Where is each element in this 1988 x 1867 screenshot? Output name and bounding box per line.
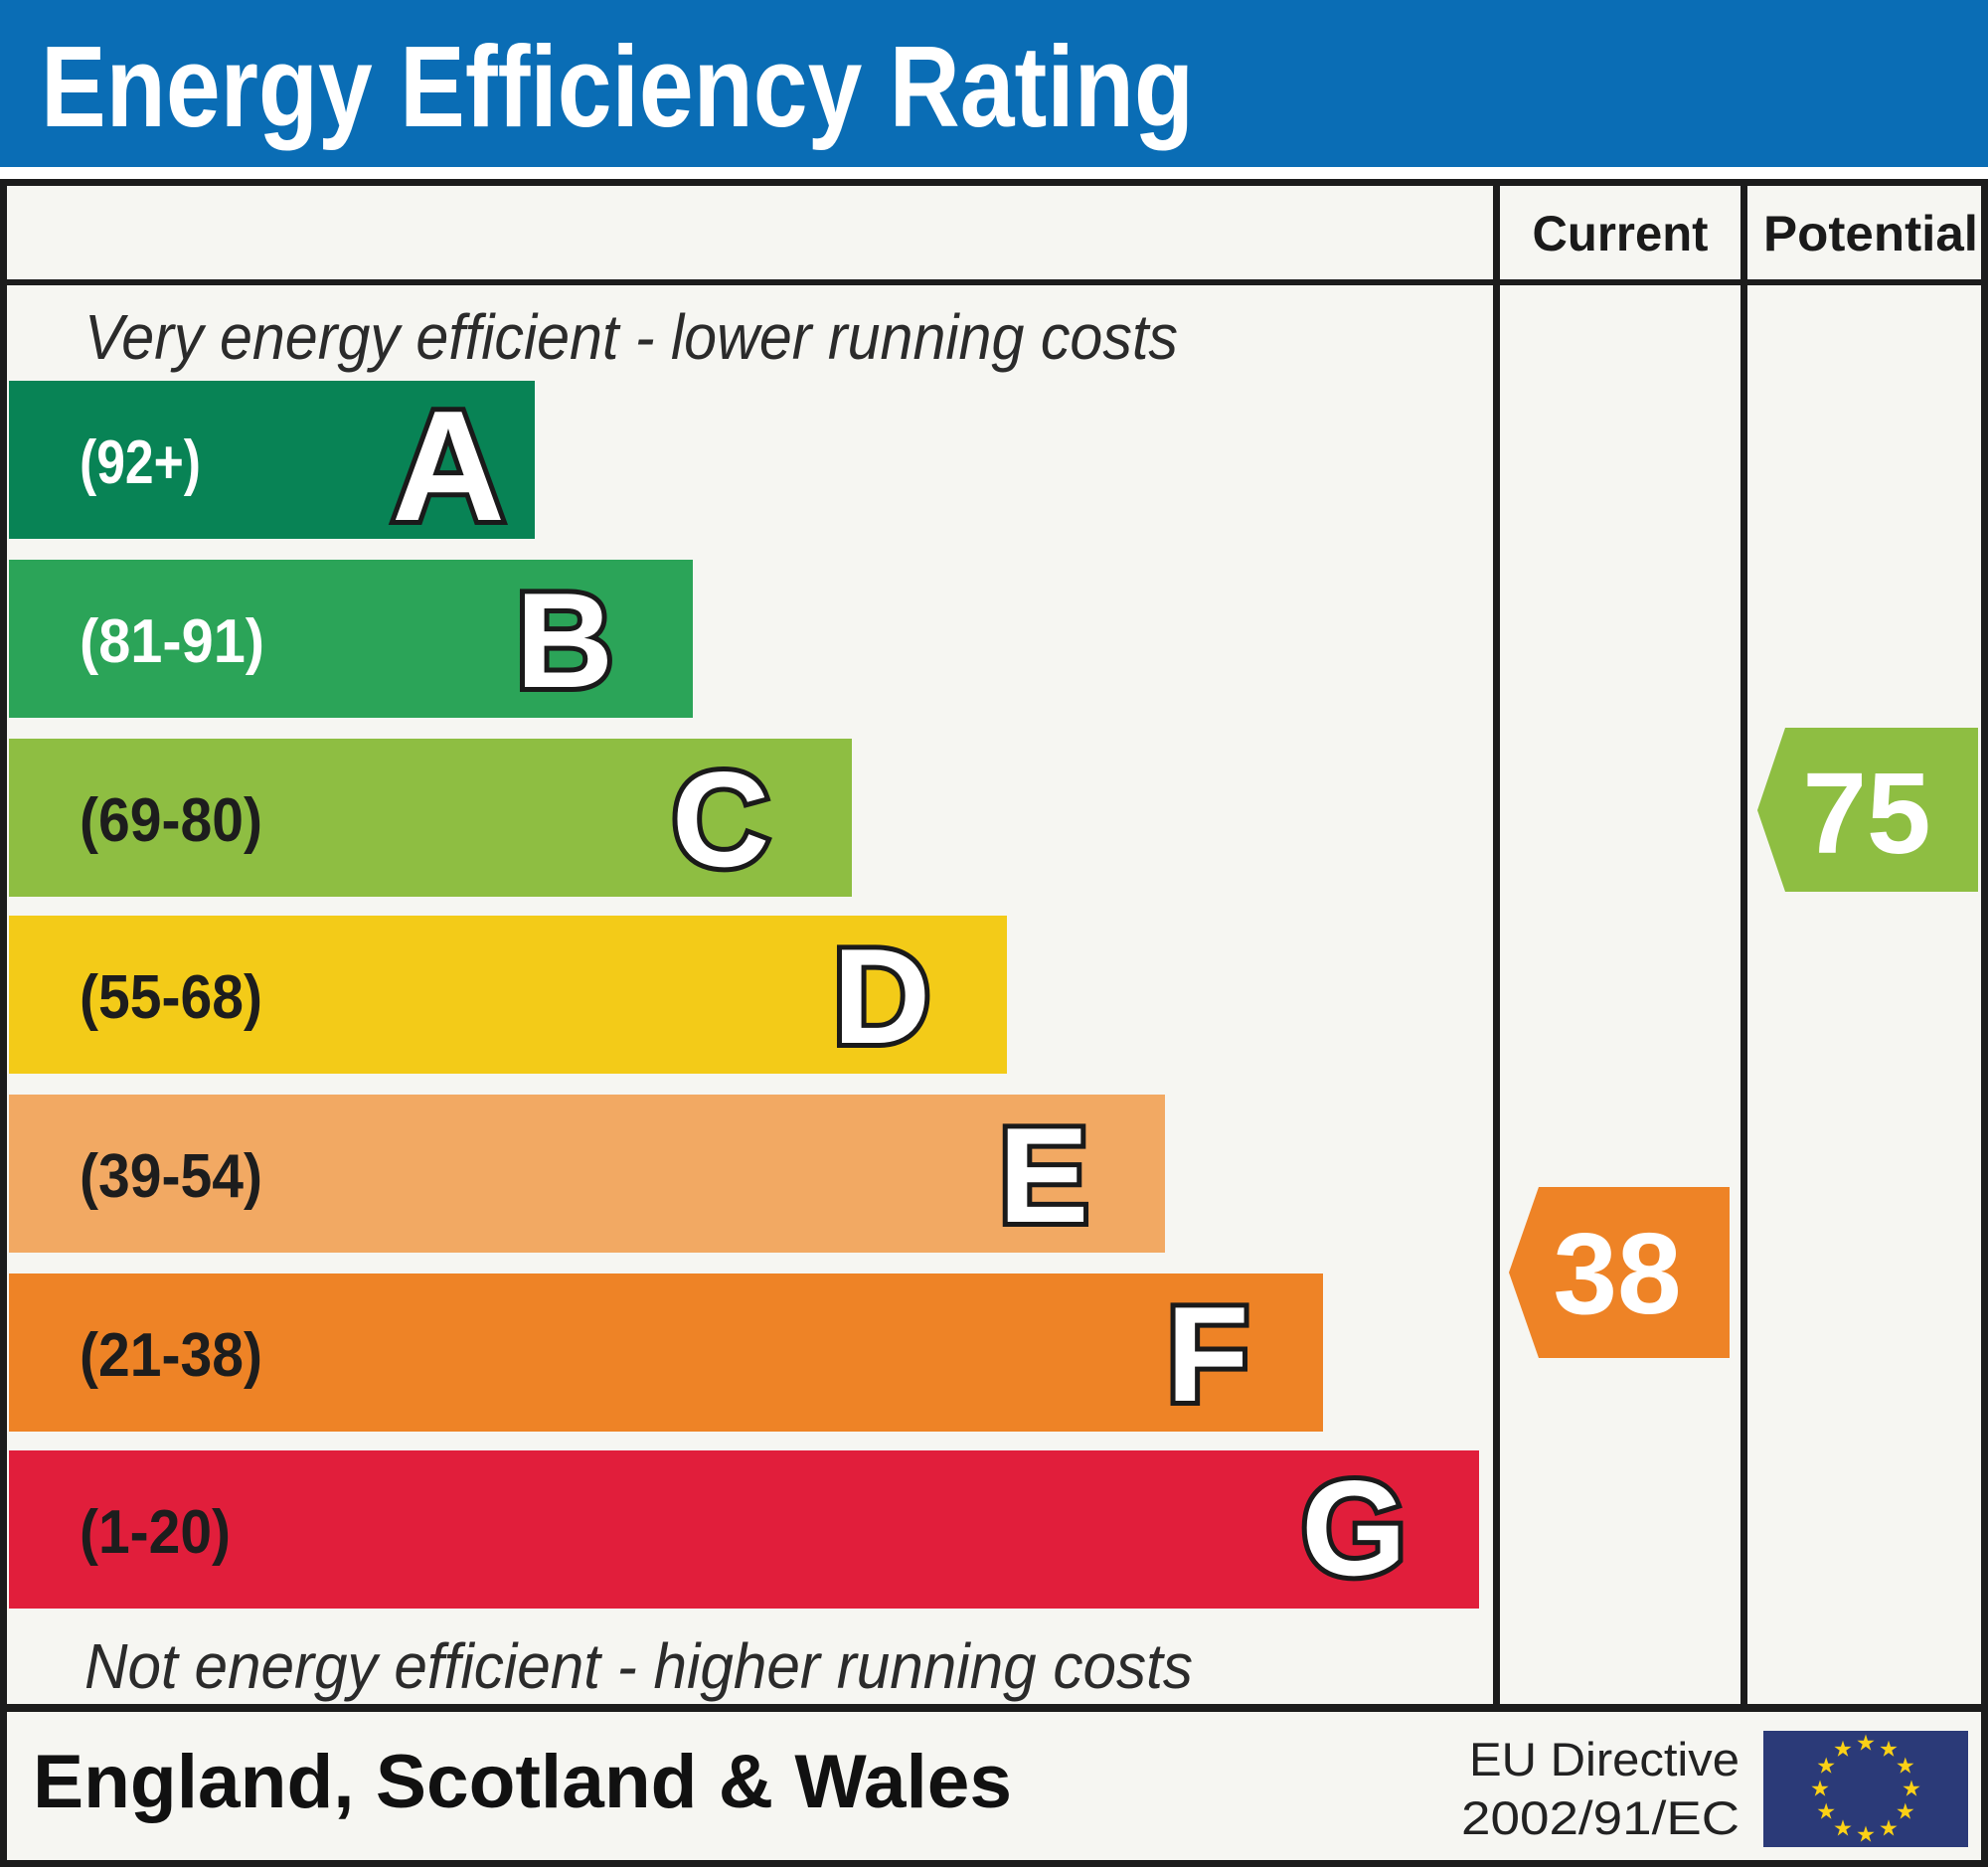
svg-text:75: 75 — [1802, 749, 1930, 878]
svg-text:(21-38): (21-38) — [80, 1321, 262, 1390]
svg-text:Not energy efficient - higher: Not energy efficient - higher running co… — [84, 1630, 1193, 1702]
svg-text:G: G — [1301, 1452, 1407, 1604]
svg-text:EU Directive: EU Directive — [1469, 1733, 1740, 1785]
svg-text:(92+): (92+) — [80, 428, 201, 497]
svg-text:C: C — [672, 744, 769, 895]
svg-text:(69-80): (69-80) — [80, 786, 262, 855]
svg-text:Very energy efficient - lower: Very energy efficient - lower running co… — [84, 301, 1178, 373]
svg-text:D: D — [833, 921, 930, 1072]
svg-text:Energy Efficiency Rating: Energy Efficiency Rating — [41, 22, 1194, 151]
svg-text:(39-54): (39-54) — [80, 1142, 262, 1211]
svg-text:F: F — [1166, 1278, 1248, 1430]
svg-text:E: E — [999, 1100, 1089, 1251]
svg-text:(1-20): (1-20) — [80, 1498, 231, 1567]
svg-text:2002/91/EC: 2002/91/EC — [1461, 1791, 1740, 1844]
svg-text:Potential: Potential — [1763, 206, 1978, 261]
svg-text:A: A — [392, 379, 505, 554]
svg-text:B: B — [516, 565, 613, 716]
svg-text:Current: Current — [1533, 206, 1709, 261]
svg-text:38: 38 — [1553, 1209, 1681, 1338]
svg-text:England, Scotland & Wales: England, Scotland & Wales — [33, 1740, 1012, 1824]
svg-text:(81-91): (81-91) — [80, 607, 264, 676]
svg-text:(55-68): (55-68) — [80, 963, 262, 1032]
